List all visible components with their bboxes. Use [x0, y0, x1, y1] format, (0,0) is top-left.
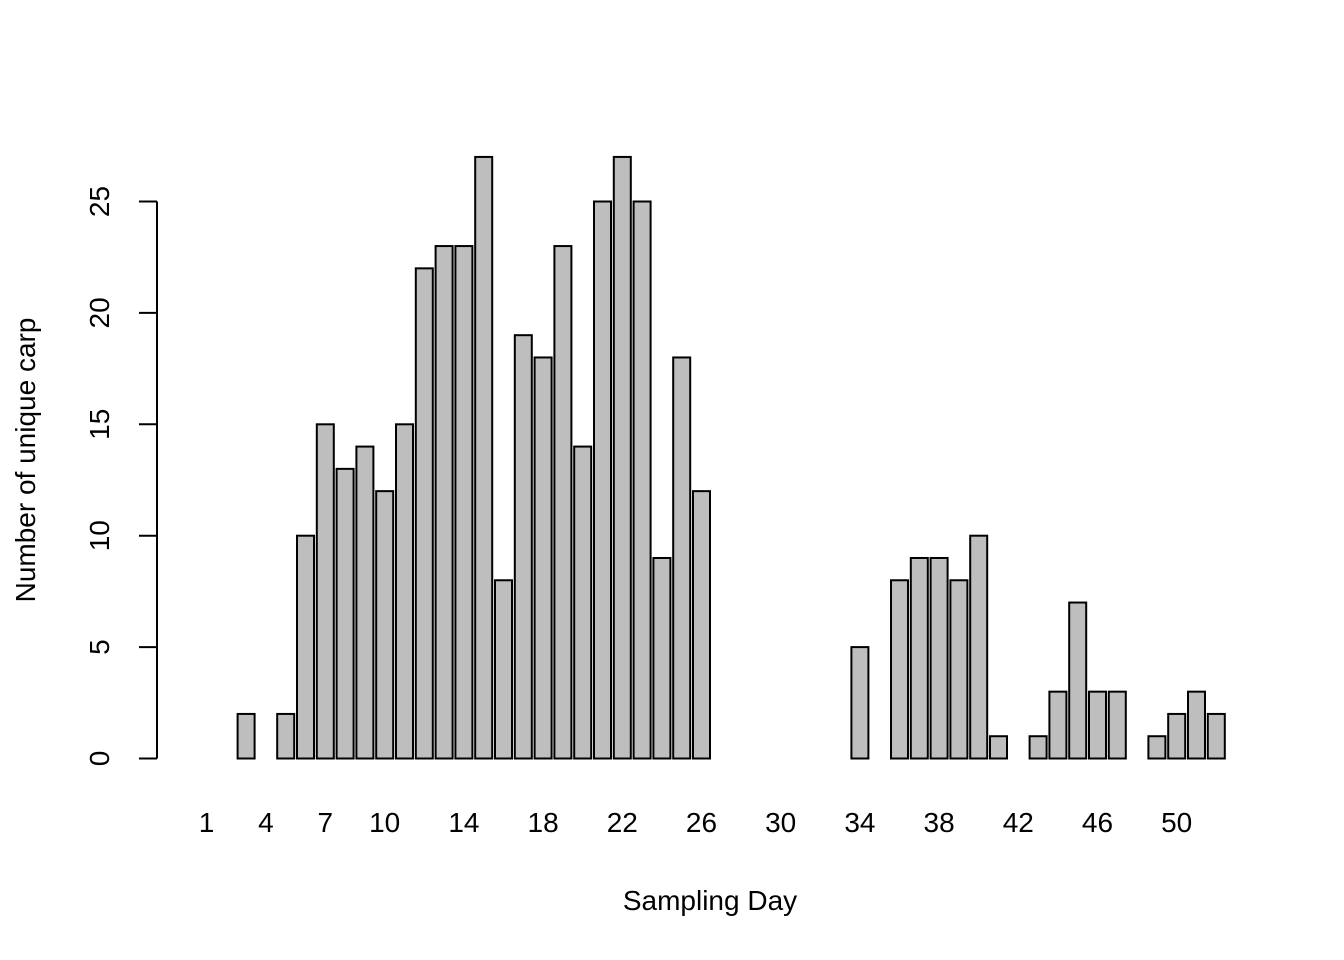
- bar-day-37: [909, 556, 929, 760]
- y-tick-label-20: 20: [84, 297, 115, 328]
- bar-day-12: [414, 267, 434, 760]
- x-tick-label-38: 38: [924, 807, 955, 838]
- bar-day-44: [1048, 690, 1068, 760]
- x-axis-label: Sampling Day: [623, 885, 797, 916]
- bar-day-5: [276, 712, 296, 760]
- bar-day-22: [612, 155, 632, 760]
- x-tick-label-46: 46: [1082, 807, 1113, 838]
- bar-day-3: [236, 712, 256, 760]
- bar-day-11: [395, 423, 414, 760]
- bar-day-51: [1187, 690, 1206, 760]
- bar-day-52: [1206, 712, 1226, 760]
- bar-day-34: [850, 646, 870, 760]
- bar-day-43: [1028, 735, 1048, 760]
- bar-day-49: [1147, 735, 1167, 760]
- x-tick-label-10: 10: [369, 807, 400, 838]
- x-tick-label-30: 30: [765, 807, 796, 838]
- x-tick-label-42: 42: [1003, 807, 1034, 838]
- bar-day-6: [296, 534, 315, 760]
- bar-day-19: [553, 245, 573, 760]
- bar-day-7: [315, 423, 335, 760]
- x-tick-label-34: 34: [844, 807, 875, 838]
- y-tick-label-10: 10: [84, 520, 115, 551]
- bar-day-23: [632, 200, 652, 760]
- y-tick-label-5: 5: [84, 639, 115, 655]
- bar-day-46: [1088, 690, 1107, 760]
- bar-day-25: [672, 356, 692, 760]
- x-tick-labels: 1 4 7 10 14 18 22 26 30 34 38 42 46 50: [199, 807, 1193, 838]
- bar-day-26: [692, 490, 711, 760]
- bar-day-24: [652, 556, 672, 760]
- x-tick-label-7: 7: [318, 807, 334, 838]
- y-axis-label: Number of unique carp: [10, 318, 41, 603]
- y-tick-label-25: 25: [84, 186, 115, 217]
- bar-day-45: [1068, 601, 1088, 760]
- bar-day-39: [949, 579, 969, 760]
- bar-day-41: [989, 735, 1008, 760]
- x-tick-label-26: 26: [686, 807, 717, 838]
- bar-day-38: [929, 556, 949, 760]
- bar-day-16: [494, 579, 513, 760]
- y-tick-label-15: 15: [84, 409, 115, 440]
- bars-group: [236, 155, 1226, 760]
- x-tick-label-22: 22: [607, 807, 638, 838]
- x-tick-label-50: 50: [1161, 807, 1192, 838]
- bar-day-17: [513, 334, 533, 760]
- bar-day-9: [355, 445, 375, 760]
- bar-day-36: [890, 579, 909, 760]
- bar-day-50: [1167, 712, 1187, 760]
- bar-day-10: [375, 490, 395, 760]
- bar-day-15: [474, 155, 494, 760]
- bar-day-20: [573, 445, 593, 760]
- bar-day-21: [593, 200, 612, 760]
- x-tick-label-4: 4: [258, 807, 274, 838]
- bar-day-40: [969, 534, 989, 760]
- bar-day-47: [1107, 690, 1127, 760]
- y-tick-label-0: 0: [84, 751, 115, 767]
- bar-day-14: [454, 245, 474, 760]
- x-tick-label-1: 1: [199, 807, 215, 838]
- bar-day-13: [434, 245, 454, 760]
- bar-day-18: [533, 356, 553, 760]
- x-tick-label-14: 14: [448, 807, 479, 838]
- y-axis: 0 5 10 15 20 25: [84, 186, 158, 767]
- x-tick-label-18: 18: [528, 807, 559, 838]
- bar-day-8: [335, 467, 355, 760]
